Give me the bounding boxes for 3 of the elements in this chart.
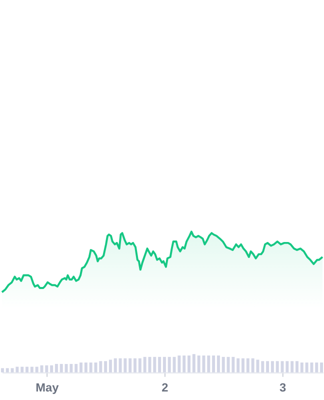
x-tick-label: 2 <box>162 380 169 395</box>
x-tick-label: May <box>36 380 60 395</box>
x-tick-label: 3 <box>279 380 286 395</box>
